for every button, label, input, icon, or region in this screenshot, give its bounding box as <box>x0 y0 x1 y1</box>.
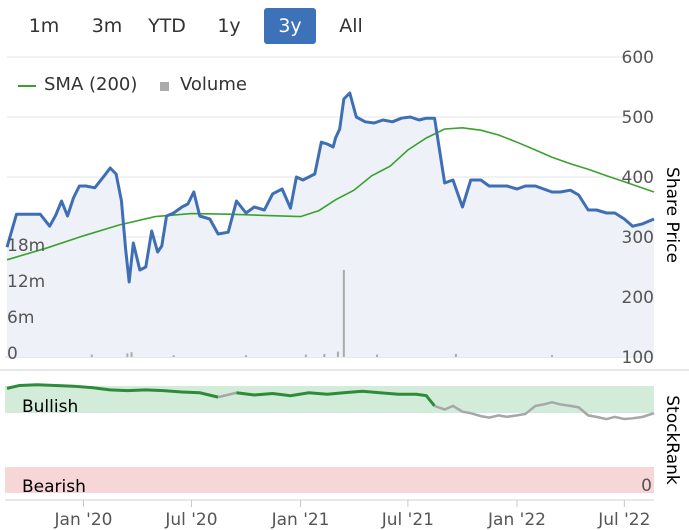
x-tick-label: Jan '20 <box>54 510 113 530</box>
stockrank-line-bullish <box>236 389 436 407</box>
axis-labels: 100 200 300 400 500 600 0 6m 12m 18m 0 Jan '20 Jul '… <box>7 48 654 530</box>
volume-tick-label: 6m <box>7 308 34 328</box>
stockrank-layer <box>6 383 655 421</box>
volume-tick-label: 18m <box>7 236 45 256</box>
stockrank-tick-label: 0 <box>641 476 652 496</box>
volume-bar <box>304 354 307 357</box>
bearish-band <box>5 467 654 493</box>
share-price-axis-label: Share Price <box>662 167 682 263</box>
volume-bar <box>323 354 326 357</box>
price-area-fill <box>7 93 654 357</box>
volume-bar <box>454 354 457 357</box>
bearish-label: Bearish <box>22 477 86 497</box>
stockrank-line-bullish <box>6 383 219 399</box>
x-tick-label: Jul '21 <box>381 510 434 530</box>
volume-bars <box>90 270 553 357</box>
sma-line <box>6 126 655 261</box>
volume-bar <box>90 354 93 357</box>
price-tick-label: 200 <box>622 288 654 308</box>
range-all-button[interactable]: All <box>339 15 363 37</box>
volume-bar <box>376 354 379 357</box>
range-1m-button[interactable]: 1m <box>28 15 60 37</box>
volume-bar <box>126 353 129 357</box>
volume-tick-label: 0 <box>7 344 18 364</box>
series-layer <box>5 91 655 284</box>
price-tick-label: 100 <box>622 348 654 368</box>
volume-legend-swatch <box>160 82 169 91</box>
stockrank-axis-label: StockRank <box>662 395 682 485</box>
share-price-line <box>5 91 655 284</box>
sma-legend-label[interactable]: SMA (200) <box>44 74 138 95</box>
sma-legend-swatch <box>18 85 36 87</box>
volume-bar <box>244 355 247 357</box>
volume-bar <box>550 355 553 357</box>
volume-bar <box>172 355 175 357</box>
price-tick-label: 600 <box>622 48 654 68</box>
x-tick-label: Jul '20 <box>164 510 217 530</box>
x-tick-label: Jan '21 <box>271 510 330 530</box>
volume-bar <box>336 351 339 357</box>
x-tick-label: Jan '22 <box>487 510 546 530</box>
price-area <box>7 93 654 357</box>
volume-tick-label: 12m <box>7 272 45 292</box>
volume-bar <box>342 270 345 357</box>
price-tick-label: 400 <box>622 168 654 188</box>
range-ytd-button[interactable]: YTD <box>148 15 186 37</box>
price-tick-label: 500 <box>622 108 654 128</box>
volume-legend-label[interactable]: Volume <box>180 74 247 95</box>
bullish-label: Bullish <box>22 397 78 417</box>
price-tick-label: 300 <box>622 228 654 248</box>
stockrank-line-neutral <box>217 391 237 399</box>
range-3y-button[interactable]: 3y <box>264 8 316 44</box>
range-1y-button[interactable]: 1y <box>217 15 241 37</box>
stockrank-line-neutral <box>434 400 655 421</box>
range-selector: 1m 3m YTD 1y 3y All <box>0 6 420 46</box>
range-3m-button[interactable]: 3m <box>91 15 123 37</box>
volume-bar <box>130 352 133 357</box>
x-tick-label: Jul '22 <box>597 510 650 530</box>
